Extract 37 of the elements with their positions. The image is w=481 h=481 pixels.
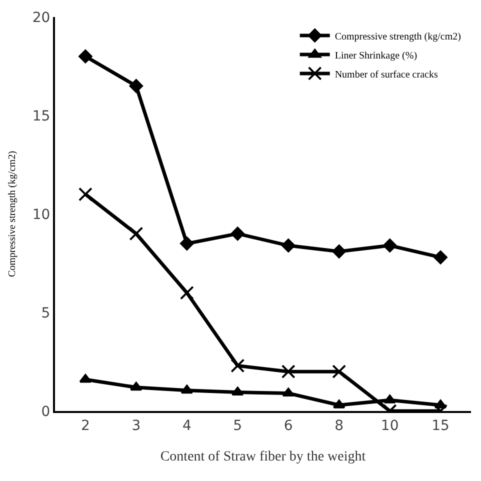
point — [180, 286, 194, 300]
x-tick-label: 4 — [182, 418, 192, 434]
point — [282, 238, 296, 252]
point — [282, 388, 295, 397]
x-tick-label: 8 — [334, 418, 344, 434]
point — [332, 244, 346, 258]
x-tick-label: 10 — [380, 418, 399, 434]
legend-label: Number of surface cracks — [334, 69, 438, 80]
y-tick-label: 20 — [32, 10, 50, 26]
y-axis-title: Compressive strength (kg/cm2) — [6, 150, 18, 278]
point — [180, 384, 194, 394]
x-tick-label: 15 — [432, 418, 450, 434]
point — [382, 238, 397, 252]
point — [78, 187, 92, 202]
point — [281, 364, 296, 379]
point — [79, 374, 92, 383]
point — [129, 79, 144, 93]
point — [230, 358, 245, 373]
point — [332, 364, 346, 379]
y-tick-label: 5 — [41, 305, 50, 322]
legend-label: Compressive strength (kg/cm2) — [334, 31, 461, 42]
point — [230, 226, 244, 241]
legend-label: Liner Shrinkage (%) — [334, 50, 418, 62]
x-tick-label: 2 — [80, 418, 90, 434]
y-tick-label: 15 — [32, 108, 50, 124]
y-tick-label: 0 — [41, 404, 50, 420]
x-tick-label: 5 — [233, 418, 242, 434]
point — [434, 250, 448, 264]
point — [180, 236, 194, 250]
point — [231, 386, 244, 396]
x-tick-label: 3 — [132, 418, 141, 434]
y-tick-label: 10 — [32, 206, 50, 223]
point — [78, 50, 92, 64]
x-tick-label: 6 — [284, 418, 293, 434]
x-axis-title: Content of Straw fiber by the weight — [160, 450, 366, 465]
point — [129, 226, 144, 241]
point — [130, 382, 142, 391]
